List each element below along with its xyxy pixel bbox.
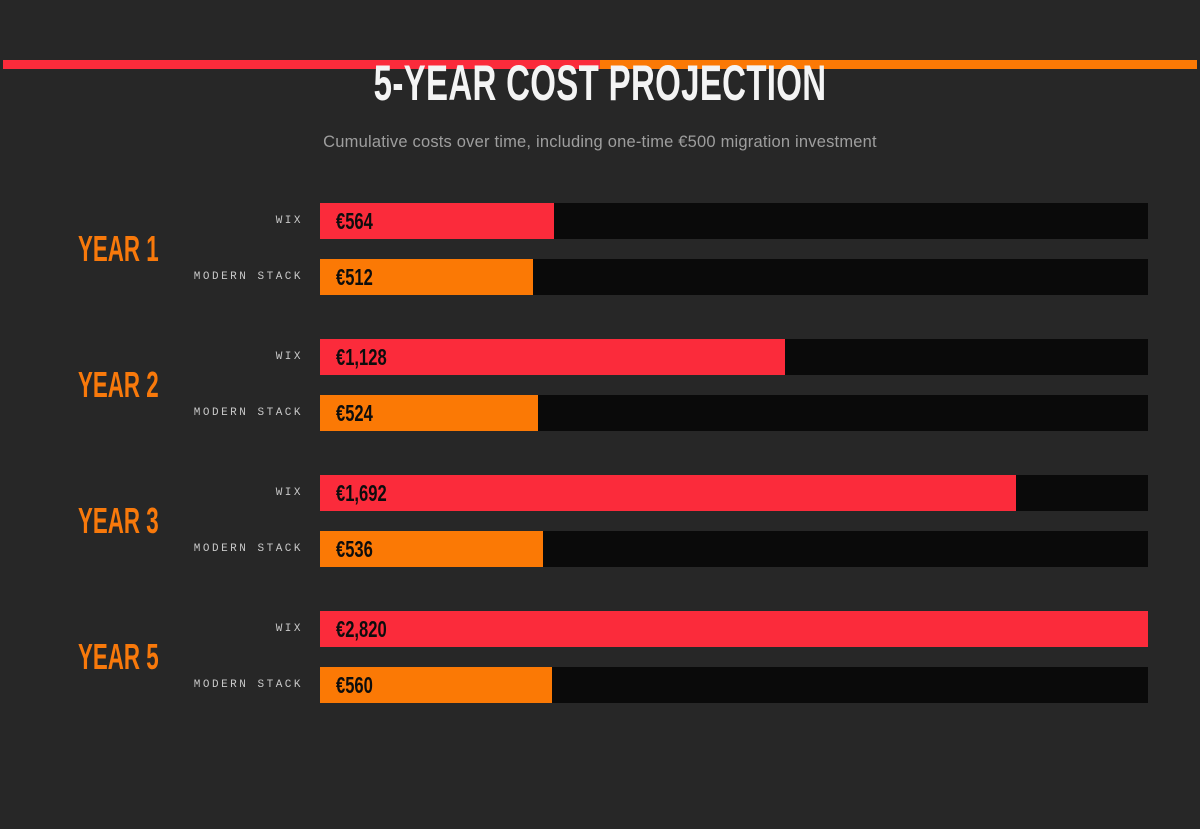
bar-track: €2,820 [320, 611, 1148, 647]
series-label: MODERN STACK [193, 679, 303, 691]
bar-track: €1,128 [320, 339, 1148, 375]
bar-track: €512 [320, 259, 1148, 295]
bar-track: €560 [320, 667, 1148, 703]
bar-value: €512 [336, 263, 373, 290]
bar-value: €560 [336, 671, 373, 698]
year-label: YEAR 5 [78, 636, 159, 677]
year-group-1: YEAR 1 WIX €564 MODERN STACK €512 [0, 203, 1200, 295]
year-group-5: YEAR 5 WIX €2,820 MODERN STACK €560 [0, 611, 1200, 703]
page-subtitle: Cumulative costs over time, including on… [323, 133, 877, 151]
series-label: MODERN STACK [193, 271, 303, 283]
bar-fill-modern-stack: €536 [320, 531, 543, 567]
series-label: WIX [275, 487, 303, 499]
bar-fill-modern-stack: €560 [320, 667, 553, 703]
cost-projection-chart: YEAR 1 WIX €564 MODERN STACK €512 YEAR 2… [0, 203, 1200, 703]
bar-fill-wix: €2,820 [320, 611, 1148, 647]
year-label: YEAR 1 [78, 228, 159, 269]
bar-row: WIX €564 [0, 203, 1200, 239]
bar-value: €1,692 [336, 479, 387, 506]
header: 5-YEAR COST PROJECTION Cumulative costs … [0, 58, 1200, 152]
bar-value: €524 [336, 399, 373, 426]
bar-value: €2,820 [336, 615, 387, 642]
bar-value: €1,128 [336, 343, 387, 370]
bar-row: MODERN STACK €560 [0, 667, 1200, 703]
year-label: YEAR 3 [78, 500, 159, 541]
year-label: YEAR 2 [78, 364, 159, 405]
bar-track: €564 [320, 203, 1148, 239]
bar-track: €1,692 [320, 475, 1148, 511]
bar-row: MODERN STACK €536 [0, 531, 1200, 567]
bar-value: €564 [336, 207, 373, 234]
series-label: WIX [275, 623, 303, 635]
page-title: 5-YEAR COST PROJECTION [373, 55, 827, 111]
bar-track: €524 [320, 395, 1148, 431]
series-label: WIX [275, 215, 303, 227]
series-label: MODERN STACK [193, 407, 303, 419]
bar-row: MODERN STACK €512 [0, 259, 1200, 295]
bar-value: €536 [336, 535, 373, 562]
bar-row: MODERN STACK €524 [0, 395, 1200, 431]
year-group-3: YEAR 3 WIX €1,692 MODERN STACK €536 [0, 475, 1200, 567]
bar-fill-wix: €1,128 [320, 339, 786, 375]
bar-row: WIX €1,128 [0, 339, 1200, 375]
bar-fill-wix: €1,692 [320, 475, 1017, 511]
bar-row: WIX €2,820 [0, 611, 1200, 647]
accent-segment-wix [3, 60, 600, 69]
year-group-2: YEAR 2 WIX €1,128 MODERN STACK €524 [0, 339, 1200, 431]
bar-fill-wix: €564 [320, 203, 554, 239]
accent-segment-modern-stack [600, 60, 1197, 69]
top-accent-strip [3, 60, 1197, 69]
bar-fill-modern-stack: €512 [320, 259, 533, 295]
bar-track: €536 [320, 531, 1148, 567]
bar-fill-modern-stack: €524 [320, 395, 538, 431]
series-label: WIX [275, 351, 303, 363]
bar-row: WIX €1,692 [0, 475, 1200, 511]
series-label: MODERN STACK [193, 543, 303, 555]
